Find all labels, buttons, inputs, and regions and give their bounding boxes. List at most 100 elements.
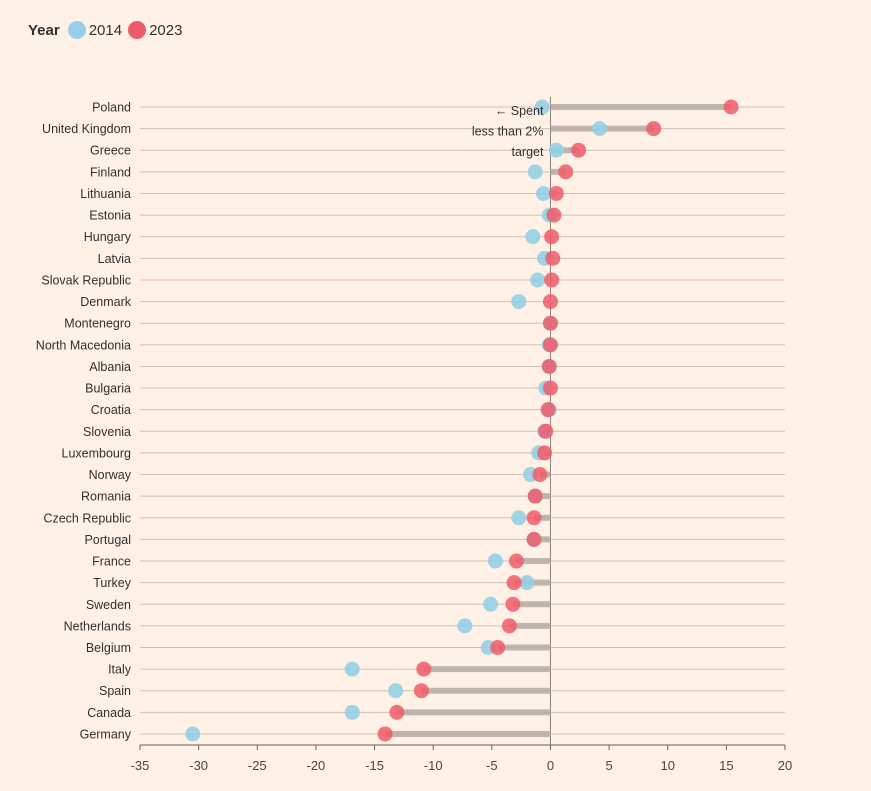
dot-2014	[483, 596, 499, 612]
x-tick-label: 0	[547, 758, 554, 773]
bar	[550, 147, 579, 154]
dot-2023	[571, 142, 587, 158]
category-label: Spain	[99, 684, 131, 698]
category-label: Czech Republic	[43, 511, 131, 525]
bar	[385, 730, 551, 737]
x-tick-label: -35	[131, 758, 150, 773]
category-label: Bulgaria	[85, 382, 131, 396]
category-label: Latvia	[98, 252, 131, 266]
category-label: Luxembourg	[62, 446, 132, 460]
dot-2014	[519, 575, 535, 591]
category-label: Romania	[81, 490, 131, 504]
category-label: Slovenia	[83, 425, 131, 439]
category-label: Canada	[87, 706, 131, 720]
dot-2023	[501, 618, 517, 634]
dot-2023	[527, 488, 543, 504]
x-tick-label: 15	[719, 758, 733, 773]
dot-2014	[511, 294, 527, 310]
dot-2014	[185, 726, 201, 742]
dot-2023	[506, 575, 522, 591]
category-label: Finland	[90, 165, 131, 179]
x-tick-label: -10	[424, 758, 443, 773]
dot-2023	[542, 294, 558, 310]
annotation-line: target	[511, 145, 543, 159]
dot-2023	[546, 207, 562, 223]
dot-2023	[526, 531, 542, 547]
category-label: United Kingdom	[42, 122, 131, 136]
category-label: Slovak Republic	[41, 273, 131, 287]
x-tick-label: -5	[486, 758, 498, 773]
dot-2023	[532, 467, 548, 483]
dot-2023	[377, 726, 393, 742]
dot-2014	[511, 510, 527, 526]
dot-2023	[542, 315, 558, 331]
annotation-line: ← Spent	[495, 104, 544, 118]
bar	[516, 558, 551, 565]
dot-2023	[646, 121, 662, 137]
category-label: Belgium	[86, 641, 131, 655]
bar	[534, 514, 551, 521]
category-label: Poland	[92, 101, 131, 115]
dot-2023	[537, 445, 553, 461]
bar	[550, 104, 732, 110]
dot-2023	[548, 185, 564, 201]
category-label: Lithuania	[80, 187, 131, 201]
category-label: Croatia	[91, 403, 131, 417]
dot-2014	[487, 553, 503, 569]
legend-swatch-2014	[67, 21, 86, 39]
legend: Year 2014 2023	[28, 18, 188, 42]
dot-2023	[490, 640, 506, 655]
dot-2023	[545, 250, 561, 266]
dot-2023	[389, 704, 405, 720]
dot-2014	[527, 164, 543, 180]
dot-2023	[542, 380, 558, 396]
legend-item-2014: 2014	[67, 21, 123, 39]
dot-2023	[558, 164, 574, 180]
x-tick-label: -25	[248, 758, 267, 773]
x-tick-label: 10	[660, 758, 674, 773]
category-label: Greece	[90, 144, 131, 158]
dot-2014	[592, 121, 608, 137]
dot-2014	[535, 185, 551, 201]
legend-label-2014: 2014	[88, 21, 123, 39]
category-label: North Macedonia	[36, 338, 131, 352]
dot-2023	[541, 358, 557, 374]
bar	[534, 536, 551, 543]
bar	[550, 168, 566, 175]
category-label: Turkey	[93, 576, 131, 590]
dot-2023	[544, 272, 560, 288]
category-label: Montenegro	[64, 317, 131, 331]
category-label: Albania	[89, 360, 131, 374]
legend-label-2023: 2023	[149, 21, 183, 39]
x-tick-label: 5	[605, 758, 612, 773]
category-label: Germany	[80, 727, 132, 741]
category-label: Estonia	[89, 209, 131, 223]
dot-2014	[530, 272, 546, 288]
dot-2014	[548, 142, 564, 158]
dot-2014	[344, 661, 360, 677]
bar	[497, 644, 551, 651]
bar	[396, 709, 551, 716]
dot-2014	[388, 683, 404, 699]
dot-2023	[542, 337, 558, 353]
dot-2023	[416, 661, 432, 677]
legend-swatch-2023	[128, 21, 147, 39]
bar	[509, 622, 551, 629]
bar	[535, 493, 551, 500]
dot-2023	[723, 99, 739, 115]
legend-title: Year	[28, 21, 60, 39]
x-tick-label: -15	[365, 758, 384, 773]
dot-2023	[526, 510, 542, 526]
dot-2014	[525, 229, 541, 245]
dot-2014	[457, 618, 473, 634]
bar	[512, 601, 551, 608]
dot-2023	[505, 596, 521, 612]
category-label: Hungary	[84, 230, 132, 244]
annotation-line: less than 2%	[472, 125, 544, 139]
category-label: Norway	[89, 468, 132, 482]
legend-item-2023: 2023	[128, 21, 182, 39]
dot-2014	[534, 99, 550, 115]
category-label: Italy	[108, 663, 132, 677]
category-label: Portugal	[84, 533, 131, 547]
